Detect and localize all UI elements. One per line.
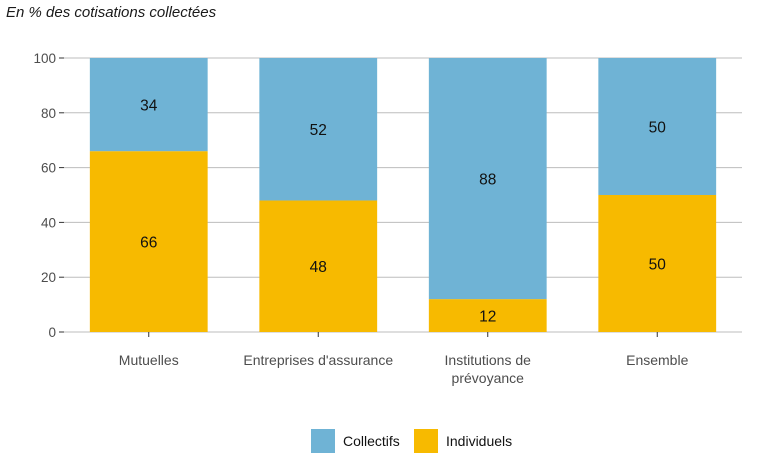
y-tick-label: 60: [41, 161, 56, 176]
bar-individuels-0: [89, 151, 208, 332]
bar-individuels-3: [598, 195, 717, 332]
chart-title: En % des cotisations collectées: [6, 4, 217, 21]
y-tick-label: 40: [41, 215, 56, 230]
y-tick-label: 20: [41, 270, 56, 285]
legend-swatch-individuels: [414, 429, 438, 453]
x-tick-label: prévoyance: [452, 370, 525, 386]
bar-collectifs-3: [598, 58, 717, 195]
bars: 66 34 48 52 12 88 50 50: [89, 58, 717, 332]
data-label: 34: [140, 98, 158, 115]
y-tick-label: 0: [48, 325, 56, 340]
bar-collectifs-0: [89, 58, 208, 152]
x-tick-label: Entreprises d'assurance: [243, 352, 393, 368]
data-label: 12: [479, 309, 496, 326]
y-axis: 0 20 40 60 80 100: [33, 51, 64, 340]
y-tick-label: 100: [33, 51, 56, 66]
x-tick-label: Mutuelles: [119, 352, 179, 368]
data-label: 48: [310, 259, 327, 276]
legend-swatch-collectifs: [311, 429, 335, 453]
x-tick-label: Ensemble: [626, 352, 688, 368]
data-label: 50: [649, 257, 667, 274]
bar-collectifs-2: [428, 58, 547, 300]
data-label: 50: [649, 120, 667, 137]
bar-individuels-1: [259, 200, 378, 332]
y-tick-label: 80: [41, 106, 56, 121]
legend-label-collectifs: Collectifs: [343, 433, 400, 449]
x-axis: Mutuelles Entreprises d'assurance Institut…: [119, 332, 689, 386]
data-label: 52: [310, 122, 327, 139]
bar-individuels-2: [428, 299, 547, 332]
x-tick-label: Institutions de: [445, 352, 532, 368]
data-label: 66: [140, 235, 157, 252]
legend-label-individuels: Individuels: [446, 433, 512, 449]
data-label: 88: [479, 172, 496, 189]
bar-collectifs-1: [259, 58, 378, 201]
legend: Collectifs Individuels: [311, 429, 512, 453]
